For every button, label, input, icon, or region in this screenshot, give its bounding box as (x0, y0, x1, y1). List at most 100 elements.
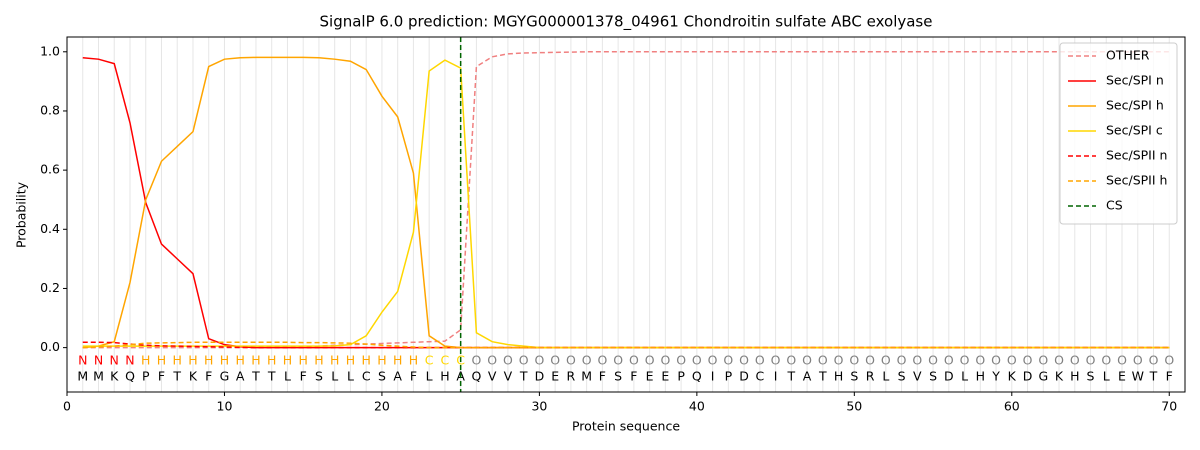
residue-annotation: H (409, 352, 418, 367)
residue-annotation: O (503, 352, 513, 367)
residue: V (913, 369, 922, 384)
residue: T (787, 369, 796, 384)
residue: Q (125, 369, 135, 384)
residue-annotation: H (204, 352, 213, 367)
residue-annotation: O (534, 352, 544, 367)
residue-annotation: O (975, 352, 985, 367)
residue: A (803, 369, 812, 384)
residue: K (110, 369, 119, 384)
x-tick-label: 20 (374, 399, 390, 414)
chart-title: SignalP 6.0 prediction: MGYG000001378_04… (320, 13, 933, 32)
residue: E (1118, 369, 1126, 384)
residue: F (158, 369, 165, 384)
residue: D (535, 369, 545, 384)
residue: I (711, 369, 715, 384)
residue: P (142, 369, 150, 384)
grid (82, 37, 1170, 392)
residue: Q (471, 369, 481, 384)
residue-annotation: O (786, 352, 796, 367)
residue-annotation: O (1133, 352, 1143, 367)
axes-frame (66, 36, 1186, 393)
residue: E (551, 369, 559, 384)
residue: C (362, 369, 371, 384)
residue: L (331, 369, 338, 384)
residue-annotation: H (236, 352, 245, 367)
residue-annotation: O (1164, 352, 1174, 367)
residue-annotation: O (960, 352, 970, 367)
residue-annotation: O (944, 352, 954, 367)
y-tick-label: 0.6 (40, 162, 60, 177)
y-tick-label: 0.0 (40, 339, 60, 354)
y-tick-label: 0.8 (40, 102, 60, 117)
residue-annotation: O (692, 352, 702, 367)
residue-annotation: H (346, 352, 355, 367)
residue: D (739, 369, 749, 384)
residue-annotation: O (912, 352, 922, 367)
residue-annotation: H (393, 352, 402, 367)
residue-annotation: O (755, 352, 765, 367)
residue-annotation: O (582, 352, 592, 367)
series-line (82, 51, 1170, 349)
plot-area: NMNMNKNQHPHFHTHKHFHGHAHTHTHLHFHSHLHLHCHS… (77, 37, 1174, 392)
residue: E (661, 369, 669, 384)
residue: K (189, 369, 198, 384)
y-tick-label: 0.4 (40, 221, 60, 236)
residue: V (488, 369, 497, 384)
residue-annotation: N (110, 352, 119, 367)
legend-box (1059, 42, 1178, 225)
residue: L (961, 369, 968, 384)
residue: F (300, 369, 307, 384)
residue-annotation: H (267, 352, 276, 367)
series-line (82, 341, 1170, 349)
residue: R (567, 369, 576, 384)
residue-annotation: O (802, 352, 812, 367)
residue: T (1149, 369, 1158, 384)
residue: H (440, 369, 449, 384)
residue-annotation: O (818, 352, 828, 367)
residue: P (725, 369, 733, 384)
residue-annotation: O (865, 352, 875, 367)
residue-annotation: O (1101, 352, 1111, 367)
residue: I (774, 369, 778, 384)
residue: M (77, 369, 88, 384)
legend-label: OTHER (1106, 48, 1150, 63)
residue: T (519, 369, 528, 384)
residue-annotation: O (487, 352, 497, 367)
residue-annotation: O (849, 352, 859, 367)
residue-annotation: O (991, 352, 1001, 367)
residue: F (410, 369, 417, 384)
legend-label: Sec/SPII n (1106, 148, 1167, 163)
residue: L (284, 369, 291, 384)
x-tick-label: 0 (63, 399, 71, 414)
residue-annotation: O (1086, 352, 1096, 367)
residue: L (1103, 369, 1110, 384)
residue: S (1087, 369, 1095, 384)
x-axis-label: Protein sequence (572, 419, 680, 434)
x-tick-label: 50 (846, 399, 862, 414)
residue: G (220, 369, 230, 384)
residue: L (347, 369, 354, 384)
residue-annotation: O (566, 352, 576, 367)
residue: C (755, 369, 764, 384)
residue-annotation: O (597, 352, 607, 367)
residue-annotation: H (188, 352, 197, 367)
residue: D (1023, 369, 1033, 384)
residue-annotation: O (708, 352, 718, 367)
residue: V (504, 369, 513, 384)
residue-annotation: C (441, 352, 450, 367)
residue-annotation: O (660, 352, 670, 367)
x-tick-label: 40 (689, 399, 705, 414)
residue: K (1055, 369, 1064, 384)
x-tick-label: 10 (217, 399, 233, 414)
residue: D (944, 369, 954, 384)
residue: F (599, 369, 606, 384)
residue: K (1008, 369, 1017, 384)
residue-annotation: H (220, 352, 229, 367)
residue-annotation: O (676, 352, 686, 367)
residue-annotation: O (771, 352, 781, 367)
residue: S (850, 369, 858, 384)
residue-annotation: O (550, 352, 560, 367)
residue: E (646, 369, 654, 384)
residue: S (378, 369, 386, 384)
